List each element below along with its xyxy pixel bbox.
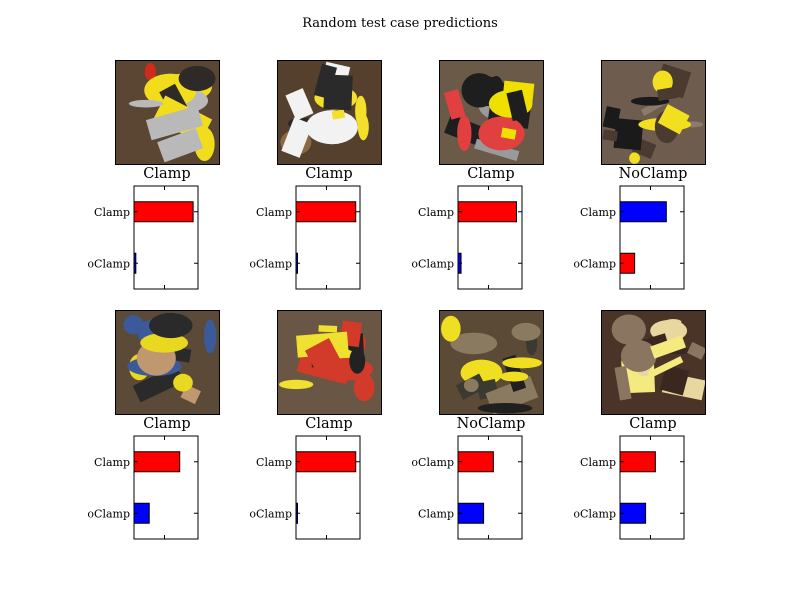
chart-container: Clamp NoClamp 50	[564, 434, 734, 555]
prediction-panel: Clamp Clamp NoClamp 50	[78, 310, 248, 560]
chart-container: Clamp NoClamp 50	[240, 434, 410, 555]
chart-container: NoClamp Clamp 50	[402, 434, 572, 555]
bar-clamp	[619, 201, 667, 223]
y-tick-label: Clamp	[580, 456, 616, 469]
y-tick-label: NoClamp	[574, 257, 616, 270]
y-tick-label: NoClamp	[88, 507, 130, 520]
y-tick-label: NoClamp	[250, 507, 292, 520]
bar-clamp	[295, 201, 357, 223]
probability-bar-chart: Clamp NoClamp 50	[564, 435, 685, 555]
prediction-panel: Clamp Clamp NoClamp 50	[240, 310, 410, 560]
test-photo-image	[278, 61, 381, 164]
x-tick-label: 50	[481, 542, 495, 544]
probability-bar-chart: Clamp NoClamp 50	[78, 185, 199, 305]
test-photo-image	[116, 61, 219, 164]
chart-container: Clamp NoClamp 50	[564, 184, 734, 305]
figure-title: Random test case predictions	[302, 16, 498, 31]
x-tick-label: 50	[157, 292, 171, 294]
probability-bar-chart: NoClamp Clamp 50	[402, 435, 523, 555]
x-tick-label: 50	[319, 542, 333, 544]
probability-bar-chart: Clamp NoClamp 50	[78, 435, 199, 555]
y-tick-label: Clamp	[580, 206, 616, 219]
x-tick-label: 50	[643, 542, 657, 544]
test-case-photo	[277, 60, 382, 165]
test-photo-image	[116, 311, 219, 414]
predicted-class-label: Clamp	[143, 166, 191, 182]
test-photo-image	[440, 61, 543, 164]
test-case-photo	[439, 310, 544, 415]
test-case-photo	[439, 60, 544, 165]
prediction-panel: Clamp Clamp NoClamp 50	[402, 60, 572, 310]
axes-frame	[457, 435, 523, 540]
predicted-class-label: Clamp	[305, 166, 353, 182]
test-photo-image	[440, 311, 543, 414]
predicted-class-label: NoClamp	[618, 166, 688, 182]
bar-clamp	[133, 201, 194, 223]
probability-bar-chart: Clamp NoClamp 50	[402, 185, 523, 305]
probability-bar-chart: Clamp NoClamp 50	[240, 185, 361, 305]
probability-bar-chart: Clamp NoClamp 50	[240, 435, 361, 555]
y-tick-label: NoClamp	[574, 507, 616, 520]
prediction-panel: Clamp Clamp NoClamp 50	[78, 60, 248, 310]
test-case-photo	[277, 310, 382, 415]
chart-container: Clamp NoClamp 50	[402, 184, 572, 305]
axes-frame	[457, 185, 523, 290]
bar-clamp	[457, 201, 518, 223]
y-tick-label: Clamp	[94, 456, 130, 469]
predicted-class-label: Clamp	[305, 416, 353, 432]
test-case-photo	[115, 60, 220, 165]
x-tick-label: 50	[319, 292, 333, 294]
predicted-class-label: Clamp	[467, 166, 515, 182]
y-tick-label: NoClamp	[412, 456, 454, 469]
predicted-class-label: Clamp	[143, 416, 191, 432]
axes-frame	[295, 185, 361, 290]
prediction-panel: Clamp Clamp NoClamp 50	[564, 310, 734, 560]
bar-clamp	[295, 451, 357, 473]
chart-container: Clamp NoClamp 50	[78, 184, 248, 305]
y-tick-label: Clamp	[94, 206, 130, 219]
y-tick-label: Clamp	[418, 507, 454, 520]
test-case-photo	[601, 60, 706, 165]
test-photo-image	[602, 311, 705, 414]
prediction-panel: NoClamp NoClamp Clamp 50	[402, 310, 572, 560]
test-case-photo	[601, 310, 706, 415]
chart-container: Clamp NoClamp 50	[78, 434, 248, 555]
probability-bar-chart: Clamp NoClamp 50	[564, 185, 685, 305]
y-tick-label: Clamp	[256, 206, 292, 219]
axes-frame	[133, 185, 199, 290]
chart-container: Clamp NoClamp 50	[240, 184, 410, 305]
test-case-photo	[115, 310, 220, 415]
axes-frame	[619, 435, 685, 540]
y-tick-label: NoClamp	[250, 257, 292, 270]
axes-frame	[295, 435, 361, 540]
y-tick-label: NoClamp	[412, 257, 454, 270]
bar-noclamp	[457, 451, 494, 473]
bar-clamp	[619, 451, 656, 473]
prediction-panel: Clamp Clamp NoClamp 50	[240, 60, 410, 310]
axes-frame	[133, 435, 199, 540]
x-tick-label: 50	[481, 292, 495, 294]
prediction-panel: NoClamp Clamp NoClamp 50	[564, 60, 734, 310]
predicted-class-label: Clamp	[629, 416, 677, 432]
test-photo-image	[602, 61, 705, 164]
x-tick-label: 50	[157, 542, 171, 544]
y-tick-label: Clamp	[256, 456, 292, 469]
y-tick-label: NoClamp	[88, 257, 130, 270]
axes-frame	[619, 185, 685, 290]
test-photo-image	[278, 311, 381, 414]
bar-clamp	[133, 451, 181, 473]
x-tick-label: 50	[643, 292, 657, 294]
y-tick-label: Clamp	[418, 206, 454, 219]
predicted-class-label: NoClamp	[456, 416, 526, 432]
